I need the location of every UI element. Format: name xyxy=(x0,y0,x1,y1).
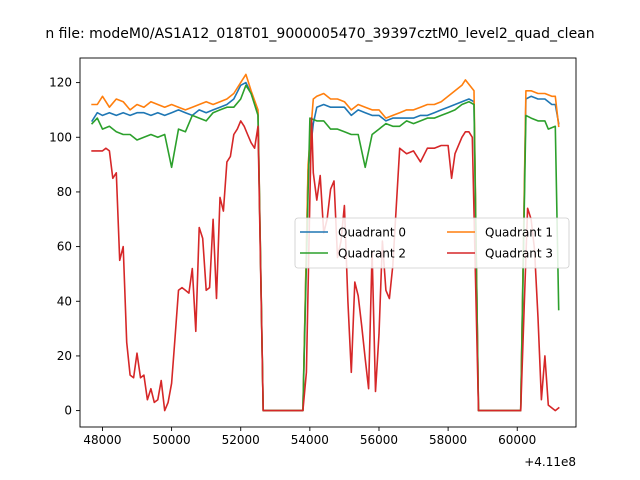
x-tick-label: 60000 xyxy=(498,433,536,447)
x-tick-label: 48000 xyxy=(83,433,121,447)
legend-label-quadrant-1: Quadrant 1 xyxy=(485,226,553,240)
plot-frame xyxy=(79,57,577,428)
legend-label-quadrant-0: Quadrant 0 xyxy=(338,226,406,240)
y-tick-label: 20 xyxy=(57,349,72,363)
x-tick-label: 54000 xyxy=(291,433,329,447)
y-tick-label: 100 xyxy=(49,130,72,144)
legend-label-quadrant-3: Quadrant 3 xyxy=(485,247,553,261)
chart-title: n file: modeM0/AS1A12_018T01_9000005470_… xyxy=(45,26,594,42)
y-tick-label: 60 xyxy=(57,240,72,254)
plot-area xyxy=(90,73,560,412)
legend-box xyxy=(294,217,570,269)
y-tick-label: 120 xyxy=(49,76,72,90)
y-tick-label: 40 xyxy=(57,294,72,308)
x-tick-label: 58000 xyxy=(429,433,467,447)
x-tick-label: 56000 xyxy=(360,433,398,447)
x-tick-label: 50000 xyxy=(153,433,191,447)
axes: 48000 50000 52000 54000 56000 58000 60000 0 20 40… xyxy=(49,57,577,469)
legend: Quadrant 0 Quadrant 1 Quadrant 2 Quadrant 3 xyxy=(294,217,570,269)
series-line-quadrant-3 xyxy=(91,117,560,412)
x-offset-label: +4.11e8 xyxy=(524,455,576,469)
x-tick-label: 52000 xyxy=(222,433,260,447)
y-tick-label: 80 xyxy=(57,185,72,199)
y-tick-label: 0 xyxy=(64,404,72,418)
legend-label-quadrant-2: Quadrant 2 xyxy=(338,247,406,261)
